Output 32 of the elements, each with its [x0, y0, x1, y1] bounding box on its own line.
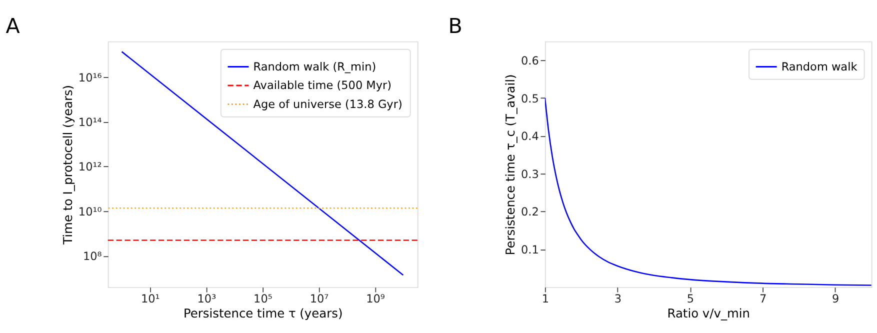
x-tick-label: 10⁷ [310, 292, 329, 306]
legend-label: Random walk (R_min) [253, 60, 376, 74]
y-tick-label: 0.4 [520, 130, 539, 144]
x-tick-label: 7 [759, 292, 767, 306]
y-tick-label: 10⁸ [82, 250, 102, 264]
y-tick-label: 0.3 [520, 168, 539, 181]
chart-title: B [448, 14, 462, 38]
y-tick-label: 0.5 [520, 92, 539, 106]
y-tick-label: 10¹⁶ [78, 71, 102, 84]
y-tick-label: 10¹⁰ [78, 205, 102, 218]
y-tick-label: 0.2 [520, 206, 539, 219]
y-tick-label: 0.1 [520, 244, 539, 257]
y-axis-title: Time to I_protocell (years) [60, 84, 75, 246]
x-tick-label: 3 [614, 292, 622, 306]
x-tick-label: 9 [832, 292, 840, 306]
chart-title: A [6, 14, 20, 38]
y-tick-label: 10¹² [78, 160, 102, 174]
legend-label: Random walk [781, 60, 858, 74]
y-tick-label: 0.6 [520, 54, 539, 68]
x-axis-title: Persistence time τ (years) [183, 306, 343, 321]
x-tick-label: 5 [686, 292, 694, 306]
line-series [544, 97, 872, 286]
x-tick-label: 10¹ [140, 292, 160, 306]
x-tick-label: 10⁹ [366, 292, 386, 306]
y-axis-title: Persistence time τ_c (T_avail) [503, 74, 518, 256]
x-axis-title: Ratio v/v_min [667, 306, 750, 321]
legend-label: Available time (500 Myr) [253, 79, 392, 92]
x-tick-label: 10³ [197, 292, 216, 306]
y-tick-label: 10¹⁴ [78, 116, 102, 130]
legend-label: Age of universe (13.8 Gyr) [253, 98, 402, 111]
x-tick-label: 1 [542, 292, 550, 306]
x-tick-label: 10⁵ [254, 292, 272, 306]
